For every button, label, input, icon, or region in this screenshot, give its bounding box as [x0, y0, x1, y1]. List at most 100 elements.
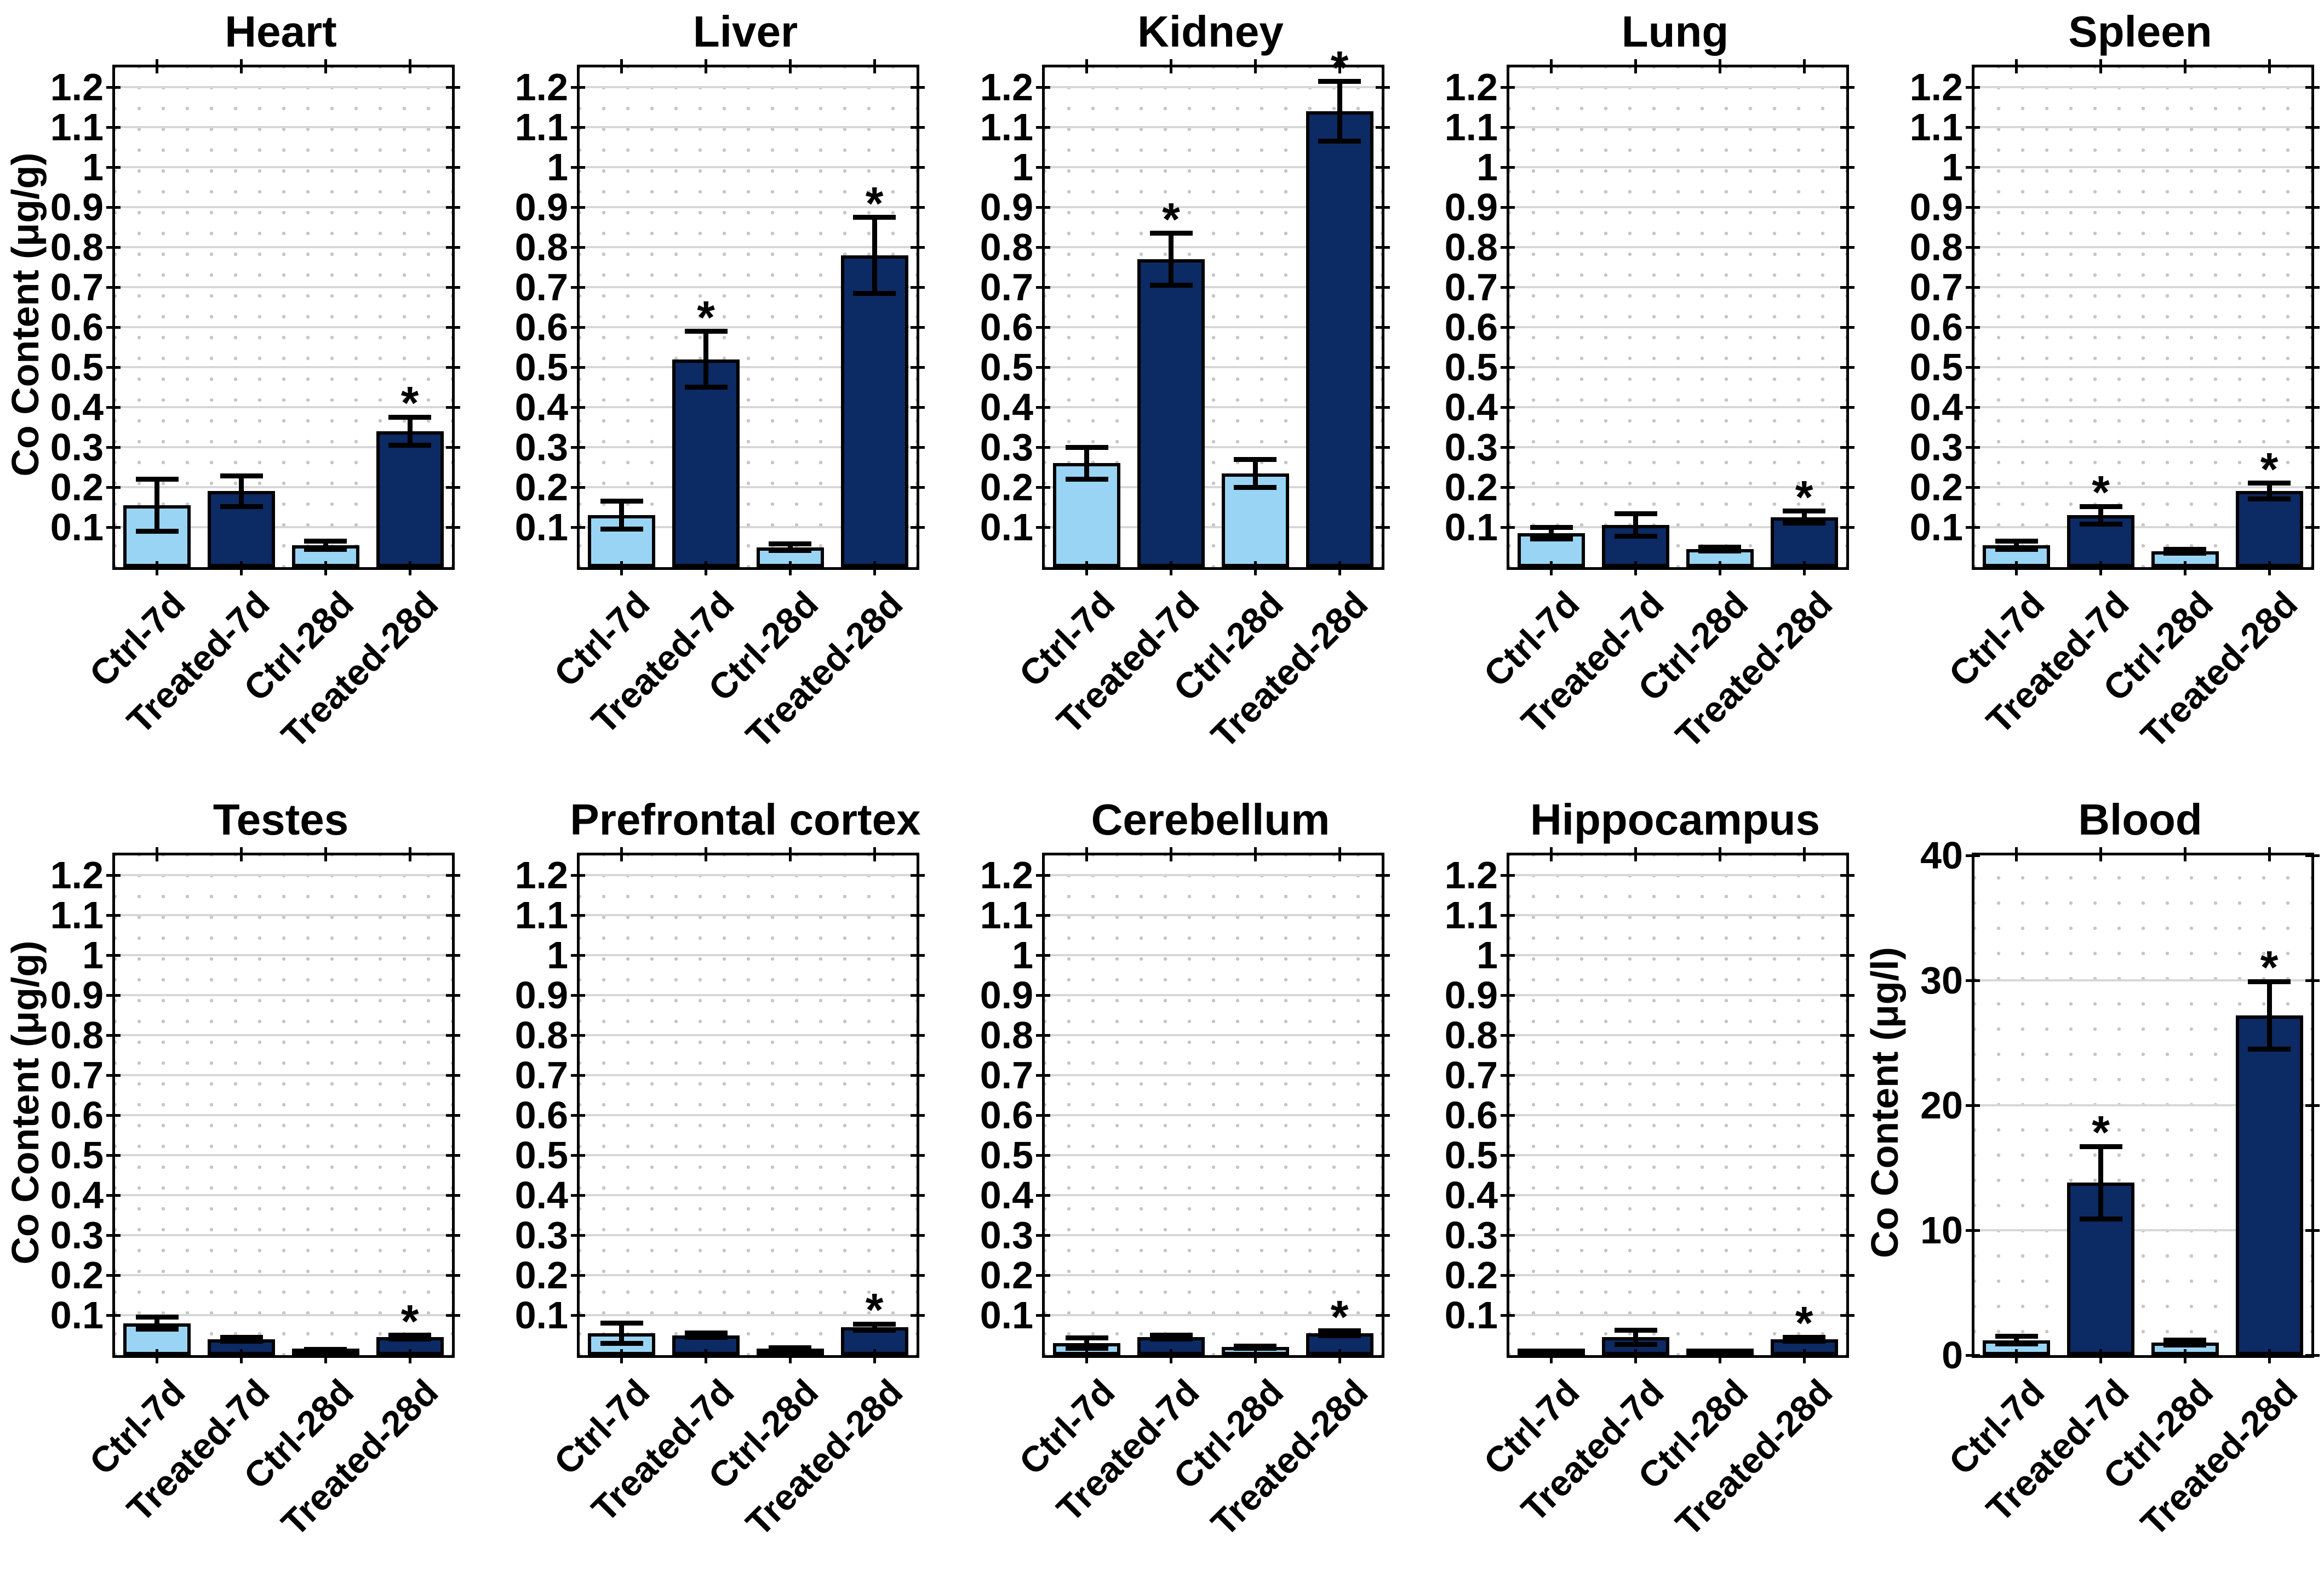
axis-tick	[1036, 126, 1050, 129]
axis-tick	[1840, 246, 1854, 249]
gridline	[580, 326, 917, 329]
axis-tick	[705, 847, 708, 861]
y-tick-label: 1.2	[1444, 66, 1498, 109]
axis-tick	[911, 1034, 925, 1037]
y-tick-label: 0.5	[980, 1134, 1033, 1177]
axis-tick	[1036, 326, 1050, 329]
axis-tick	[1501, 1314, 1515, 1317]
axis-tick	[1840, 486, 1854, 489]
gridline	[1509, 366, 1846, 369]
gridline	[115, 994, 452, 997]
y-tick-label: 0.8	[1444, 1014, 1498, 1057]
gridline	[1045, 954, 1382, 957]
axis-tick	[1840, 954, 1854, 957]
gridline	[115, 206, 452, 209]
axis-tick	[1840, 126, 1854, 129]
gridline	[580, 1274, 917, 1277]
error-bar-cap	[2079, 521, 2122, 527]
axis-tick	[1501, 206, 1515, 209]
y-tick-label: 0.2	[980, 1254, 1033, 1297]
y-tick-label: 0.1	[514, 1294, 568, 1337]
significance-marker: *	[865, 1284, 884, 1336]
y-tick-label: 0.5	[1909, 346, 1963, 389]
axis-tick	[571, 326, 585, 329]
y-tick-label: 0.1	[1444, 1294, 1498, 1337]
axis-tick	[1376, 914, 1390, 917]
y-tick-label: 0.9	[514, 974, 568, 1017]
gridline	[1974, 126, 2311, 129]
gridline	[1509, 126, 1846, 129]
gridline	[1974, 206, 2311, 209]
bar-treated-28d	[376, 431, 444, 567]
error-bar-cap	[853, 1321, 896, 1327]
y-tick-label: 0.8	[1444, 226, 1498, 269]
axis-tick	[408, 1349, 411, 1363]
gridline	[1045, 286, 1382, 289]
axis-tick	[446, 326, 460, 329]
axis-tick	[1085, 59, 1089, 73]
y-tick-label: 0.6	[1909, 306, 1963, 349]
y-tick-label: 0.5	[514, 1134, 568, 1177]
y-tick-label: 0.8	[514, 1014, 568, 1057]
error-bar-cap	[769, 1345, 812, 1350]
error-bar-cap	[853, 1328, 896, 1333]
error-bar-cap	[684, 1331, 728, 1336]
subplot-title: Hippocampus	[1530, 795, 1820, 844]
axis-tick	[2305, 446, 2320, 449]
significance-marker: *	[1795, 471, 1813, 523]
axis-tick	[106, 86, 121, 89]
error-bar-cap	[684, 385, 728, 390]
axis-tick	[1501, 246, 1515, 249]
y-tick-label: 0.7	[1444, 266, 1498, 309]
axis-tick	[1501, 446, 1515, 449]
axis-tick	[1840, 406, 1854, 409]
axis-tick	[106, 994, 121, 997]
axis-tick	[1376, 406, 1390, 409]
y-tick-label: 0.4	[50, 1174, 104, 1217]
error-bar-cap	[1783, 1338, 1826, 1344]
axis-tick	[1501, 994, 1515, 997]
error-bar	[2098, 506, 2104, 524]
axis-tick	[1253, 59, 1257, 73]
error-bar-cap	[1065, 444, 1108, 450]
error-bar-cap	[388, 1333, 432, 1338]
axis-tick	[1253, 847, 1257, 861]
axis-tick	[873, 847, 876, 861]
error-bar-cap	[1234, 1346, 1277, 1351]
gridline	[115, 954, 452, 957]
axis-tick	[1634, 561, 1638, 575]
subplot-lung: Lung * 0.1 0.2 0.3 0.4 0.5 0.6 0.7 0.8 0.9 1 1.1 1.2 C…	[1394, 0, 1859, 788]
axis-tick	[446, 874, 460, 877]
error-bar-cap	[2163, 546, 2207, 552]
axis-tick	[571, 994, 585, 997]
axis-tick	[446, 246, 460, 249]
bar-treated-28d	[840, 255, 908, 567]
y-tick-label: 1	[82, 146, 104, 189]
axis-tick	[1036, 206, 1050, 209]
axis-tick	[2305, 486, 2320, 489]
error-bar-cap	[1783, 509, 1826, 514]
y-tick-label: 0.7	[514, 1054, 568, 1097]
subplot-title: Blood	[2078, 795, 2202, 844]
subplot-title: Heart	[225, 7, 337, 56]
gridline	[1974, 1229, 2311, 1231]
axis-tick	[1376, 246, 1390, 249]
gridline	[115, 1114, 452, 1117]
gridline	[115, 326, 452, 329]
axis-tick	[873, 59, 876, 73]
axis-tick	[2305, 166, 2320, 169]
error-bar	[872, 1324, 877, 1331]
gridline	[115, 1154, 452, 1157]
error-bar-cap	[1614, 511, 1657, 517]
axis-tick	[106, 1234, 121, 1237]
error-bar-cap	[1149, 1337, 1193, 1342]
gridline	[1045, 326, 1382, 329]
gridline	[580, 1074, 917, 1077]
gridline	[1509, 954, 1846, 957]
axis-tick	[1840, 1154, 1854, 1157]
axis-tick	[2305, 126, 2320, 129]
gridline	[115, 1274, 452, 1277]
axis-tick	[911, 86, 925, 89]
gridline	[1045, 874, 1382, 877]
axis-tick	[1376, 874, 1390, 877]
